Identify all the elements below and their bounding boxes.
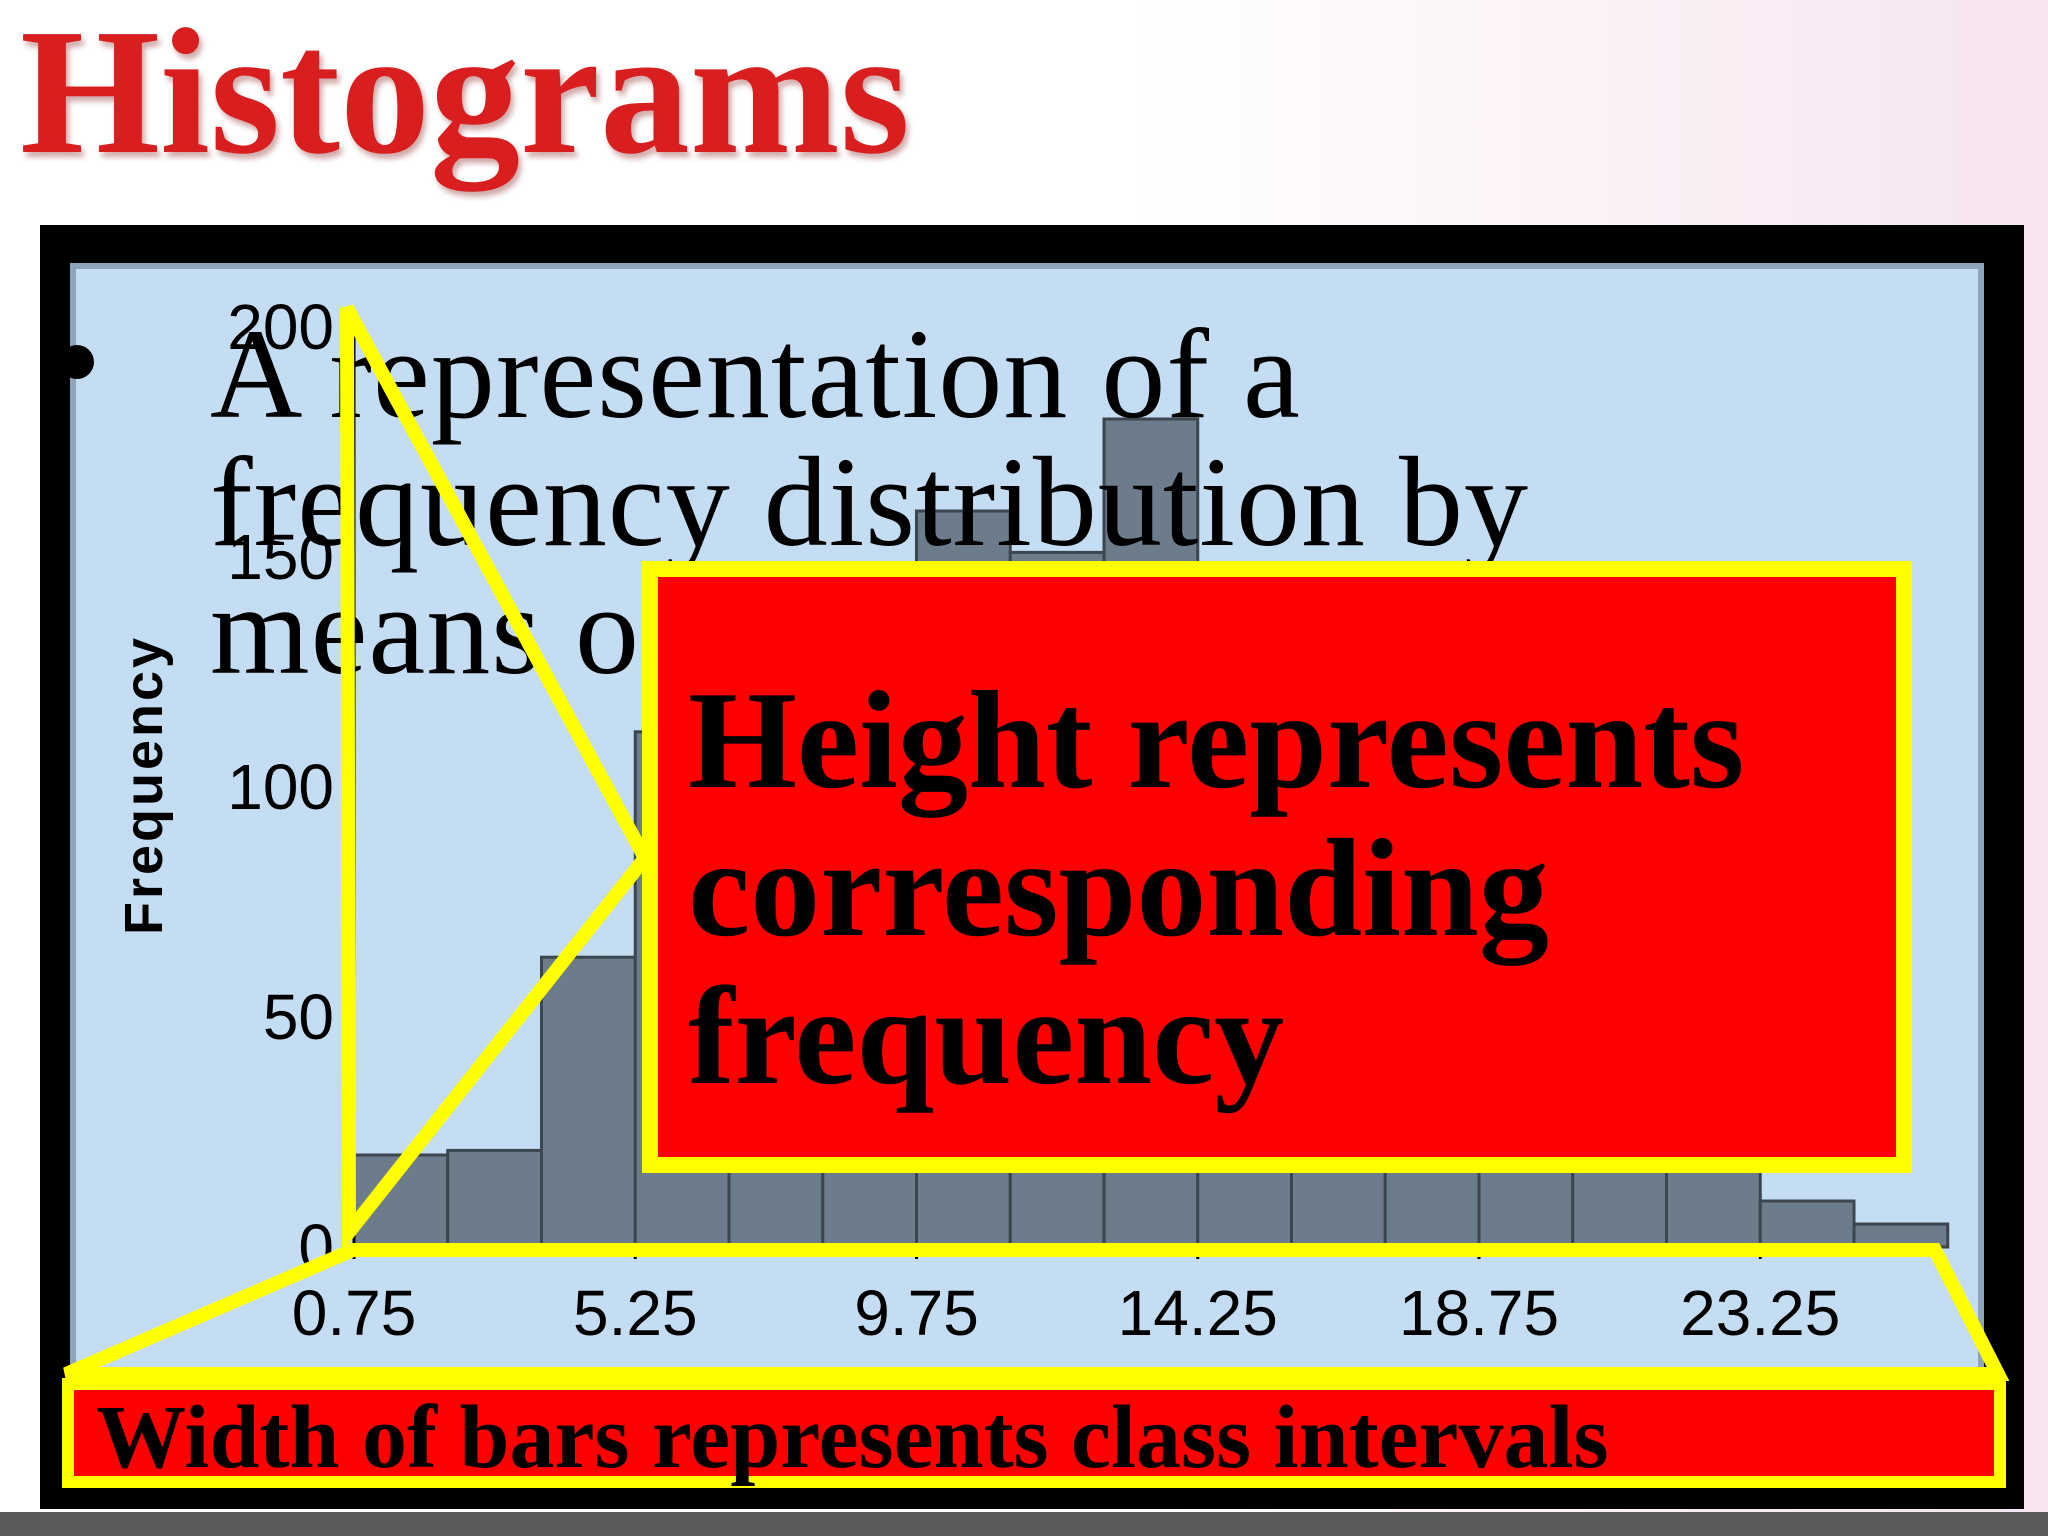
width-callout-text: Width of bars represents class intervals: [96, 1388, 1609, 1487]
histogram-bar: [1758, 1199, 1856, 1249]
width-callout: Width of bars represents class intervals: [62, 1378, 2006, 1488]
x-tick-label: 18.75: [1399, 1277, 1559, 1349]
x-tick-label: 0.75: [292, 1277, 417, 1349]
height-pointer-triangle: [340, 304, 654, 1253]
x-tick-label: 23.25: [1680, 1277, 1840, 1349]
y-axis-label: Frequency: [114, 635, 174, 935]
height-callout: Height represents corresponding frequenc…: [642, 561, 1912, 1173]
y-tick-label: 200: [227, 291, 334, 363]
x-tick-label: 9.75: [854, 1277, 979, 1349]
x-tick-label: 5.25: [573, 1277, 698, 1349]
width-pointer-trapezoid: [63, 1243, 2010, 1381]
y-tick-label: 50: [263, 981, 334, 1053]
height-callout-text: Height represents corresponding frequenc…: [688, 663, 1745, 1114]
x-tick-label: 14.25: [1118, 1277, 1278, 1349]
y-tick-label: 100: [227, 751, 334, 823]
bottom-band: [0, 1512, 2048, 1536]
histogram-bar: [540, 955, 637, 1249]
bullet-icon: [60, 345, 94, 379]
y-tick-label: 150: [227, 521, 334, 593]
slide-title: Histograms: [20, 0, 910, 191]
